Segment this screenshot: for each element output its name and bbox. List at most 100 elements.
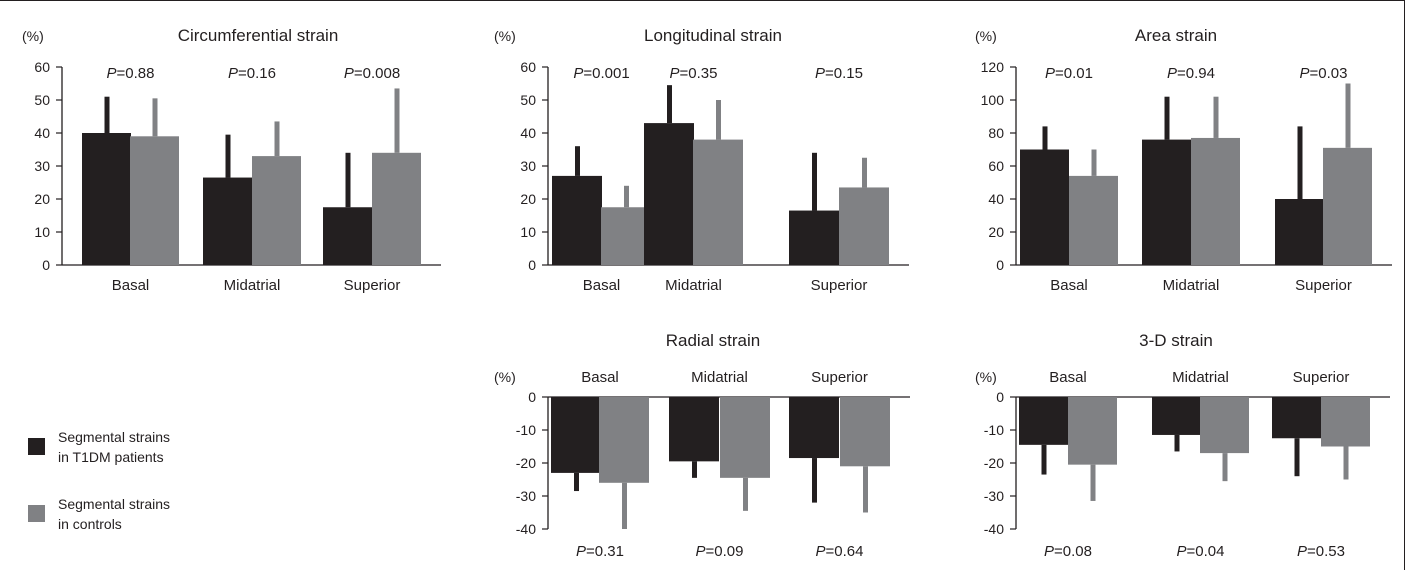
area-bar-controls-superior (1323, 147, 1372, 265)
circ-y-tick-label: 40 (34, 125, 50, 141)
area-category-label-midatrial: Midatrial (1163, 277, 1220, 294)
long-y-tick-label: 50 (520, 92, 536, 108)
circ-unit-label: (%) (22, 28, 44, 44)
long-category-label-superior: Superior (811, 277, 868, 294)
circ-category-label-midatrial: Midatrial (224, 277, 281, 294)
radial-bar-patients-basal (551, 397, 601, 473)
circ-bar-controls-midatrial (252, 156, 301, 265)
area-y-tick-label: 40 (988, 191, 1004, 207)
threed-y-tick-label: 0 (996, 389, 1004, 405)
radial-category-label-superior: Superior (811, 369, 868, 386)
radial-unit-label: (%) (494, 369, 516, 385)
area-y-tick-label: 60 (988, 158, 1004, 174)
circ-error-bar-patients-midatrial (225, 134, 231, 178)
legend-label-controls: Segmental strains in controls (58, 496, 171, 532)
long-p-value-basal: P=0.001 (573, 65, 629, 82)
area-title: Area strain (1135, 26, 1217, 45)
long-error-bar-controls-superior (862, 157, 867, 188)
radial-y-tick-label: 0 (528, 389, 536, 405)
circ-bar-patients-basal (82, 133, 131, 265)
long-unit-label: (%) (494, 28, 516, 44)
area-p-value-superior: P=0.03 (1300, 65, 1348, 82)
long-bar-patients-midatrial (644, 123, 694, 265)
long-error-bar-patients-midatrial (667, 85, 672, 124)
threed-bar-controls-midatrial (1200, 397, 1249, 454)
long-p-value-superior: P=0.15 (815, 65, 863, 82)
long-bar-controls-superior (839, 187, 889, 265)
threed-error-bar-patients-basal (1041, 444, 1047, 475)
long-y-tick-label: 40 (520, 125, 536, 141)
threed-error-bar-controls-midatrial (1222, 453, 1228, 482)
area-category-label-superior: Superior (1295, 277, 1352, 294)
long-y-tick-label: 0 (528, 257, 536, 273)
threed-title: 3-D strain (1139, 331, 1213, 350)
threed-y-tick-label: -20 (984, 455, 1004, 471)
circ-y-tick-label: 60 (34, 59, 50, 75)
circ-bar-controls-basal (130, 136, 179, 265)
circ-y-tick-label: 10 (34, 224, 50, 240)
circ-title: Circumferential strain (178, 26, 339, 45)
area-error-bar-controls-midatrial (1213, 96, 1219, 138)
threed-error-bar-controls-basal (1090, 464, 1096, 501)
threed-p-value-superior: P=0.53 (1297, 543, 1345, 560)
threed-category-label-basal: Basal (1049, 369, 1087, 386)
threed-unit-label: (%) (975, 369, 997, 385)
circ-y-tick-label: 50 (34, 92, 50, 108)
radial-error-bar-controls-superior (863, 466, 868, 513)
radial-p-value-superior: P=0.64 (816, 543, 864, 560)
threed-y-tick-label: -40 (984, 521, 1004, 537)
circ-p-value-basal: P=0.88 (107, 65, 155, 82)
long-error-bar-patients-superior (812, 152, 817, 211)
circ-error-bar-controls-superior (394, 88, 400, 153)
circ-category-label-superior: Superior (344, 277, 401, 294)
radial-error-bar-controls-midatrial (743, 477, 748, 511)
radial-error-bar-patients-superior (812, 458, 817, 503)
long-error-bar-patients-basal (575, 146, 580, 176)
radial-category-label-midatrial: Midatrial (691, 369, 748, 386)
area-error-bar-controls-superior (1345, 83, 1351, 148)
area-category-label-basal: Basal (1050, 277, 1088, 294)
radial-title: Radial strain (666, 331, 761, 350)
threed-bar-patients-basal (1019, 397, 1068, 445)
area-p-value-midatrial: P=0.94 (1167, 65, 1215, 82)
circ-error-bar-patients-basal (104, 96, 110, 133)
threed-bar-patients-midatrial (1152, 397, 1201, 435)
radial-bar-controls-superior (840, 397, 890, 467)
circ-y-tick-label: 0 (42, 257, 50, 273)
radial-error-bar-patients-midatrial (692, 461, 697, 478)
area-y-tick-label: 100 (981, 92, 1005, 108)
area-bar-patients-basal (1020, 149, 1069, 265)
area-y-tick-label: 20 (988, 224, 1004, 240)
circ-y-tick-label: 30 (34, 158, 50, 174)
threed-p-value-basal: P=0.08 (1044, 543, 1092, 560)
long-error-bar-controls-midatrial (716, 100, 721, 140)
radial-y-tick-label: -10 (516, 422, 536, 438)
radial-error-bar-patients-basal (574, 472, 579, 492)
threed-bar-controls-basal (1068, 397, 1117, 465)
radial-bar-patients-superior (789, 397, 839, 459)
long-bar-patients-superior (789, 210, 839, 265)
legend-item-controls: Segmental strains in controls (28, 496, 268, 541)
radial-p-value-midatrial: P=0.09 (696, 543, 744, 560)
legend-swatch-controls (28, 505, 45, 522)
legend-item-patients: Segmental strains in T1DM patients (28, 429, 268, 474)
threed-p-value-midatrial: P=0.04 (1177, 543, 1225, 560)
circ-error-bar-patients-superior (345, 152, 351, 208)
area-bar-controls-midatrial (1191, 137, 1240, 265)
area-p-value-basal: P=0.01 (1045, 65, 1093, 82)
circ-p-value-midatrial: P=0.16 (228, 65, 276, 82)
threed-category-label-midatrial: Midatrial (1172, 369, 1229, 386)
long-title: Longitudinal strain (644, 26, 782, 45)
radial-y-tick-label: -30 (516, 488, 536, 504)
long-y-tick-label: 20 (520, 191, 536, 207)
long-error-bar-controls-basal (624, 185, 629, 208)
long-y-tick-label: 30 (520, 158, 536, 174)
threed-error-bar-controls-superior (1343, 446, 1349, 480)
threed-error-bar-patients-midatrial (1174, 434, 1180, 452)
long-bar-controls-basal (601, 207, 651, 265)
circ-p-value-superior: P=0.008 (344, 65, 400, 82)
area-unit-label: (%) (975, 28, 997, 44)
radial-p-value-basal: P=0.31 (576, 543, 624, 560)
area-error-bar-patients-superior (1297, 126, 1303, 199)
